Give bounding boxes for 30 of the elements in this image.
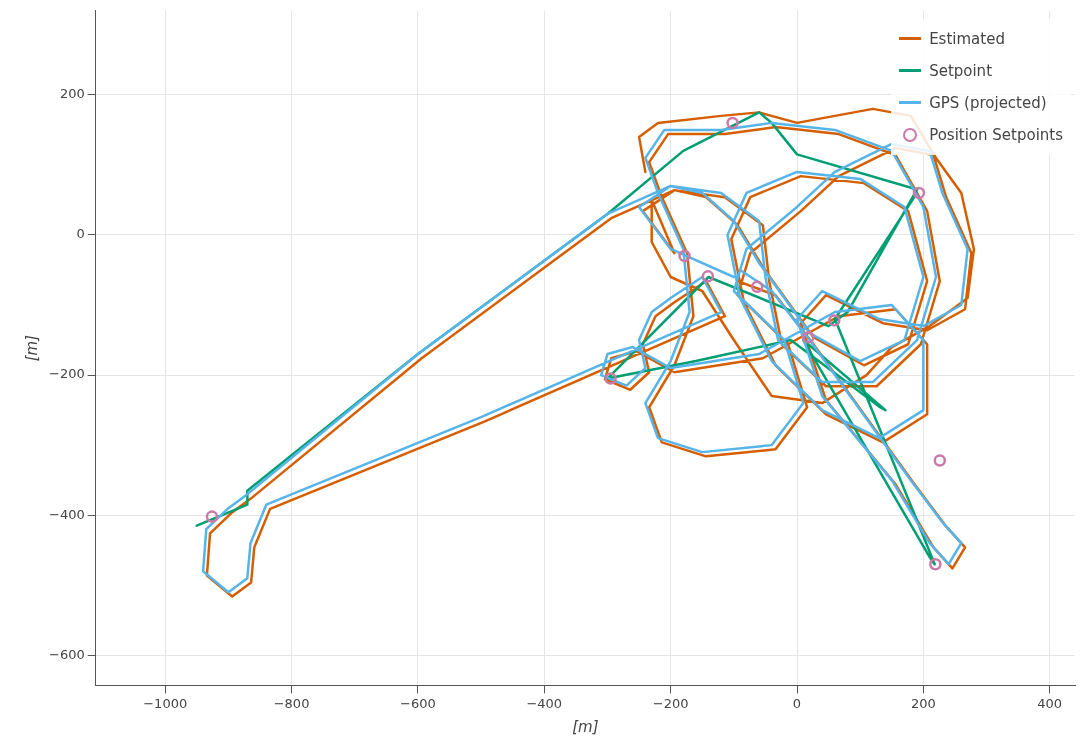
point — [604, 372, 617, 385]
point — [802, 330, 815, 344]
x-tick-label: −600 — [400, 695, 436, 711]
point — [933, 454, 947, 467]
y-axis-title: [m] — [22, 334, 41, 362]
x-tick-label: 200 — [910, 695, 936, 711]
point — [912, 186, 926, 200]
point — [750, 280, 764, 294]
x-tick-label: −1000 — [143, 695, 188, 711]
legend-label: Position Setpoints — [929, 125, 1063, 144]
point — [929, 557, 942, 571]
legend-label: GPS (projected) — [929, 93, 1047, 112]
point — [678, 249, 691, 263]
point — [726, 116, 739, 130]
point — [205, 510, 219, 523]
x-axis-title: [m] — [572, 717, 599, 736]
point — [828, 314, 841, 327]
x-tick-label: −400 — [526, 695, 563, 711]
legend-label: Setpoint — [929, 61, 993, 80]
x-tick-label: −800 — [273, 695, 310, 711]
x-tick-label: −200 — [652, 695, 689, 711]
x-tick-label: 400 — [1037, 695, 1063, 711]
y-tick-label: −200 — [48, 366, 85, 382]
point — [701, 270, 715, 283]
x-tick-label: 0 — [792, 695, 802, 711]
y-tick-label: −400 — [48, 506, 85, 522]
y-tick-label: −600 — [48, 646, 85, 662]
legend-label: Estimated — [929, 29, 1005, 48]
y-tick-label: 200 — [59, 86, 85, 102]
y-tick-label: 0 — [76, 226, 85, 242]
